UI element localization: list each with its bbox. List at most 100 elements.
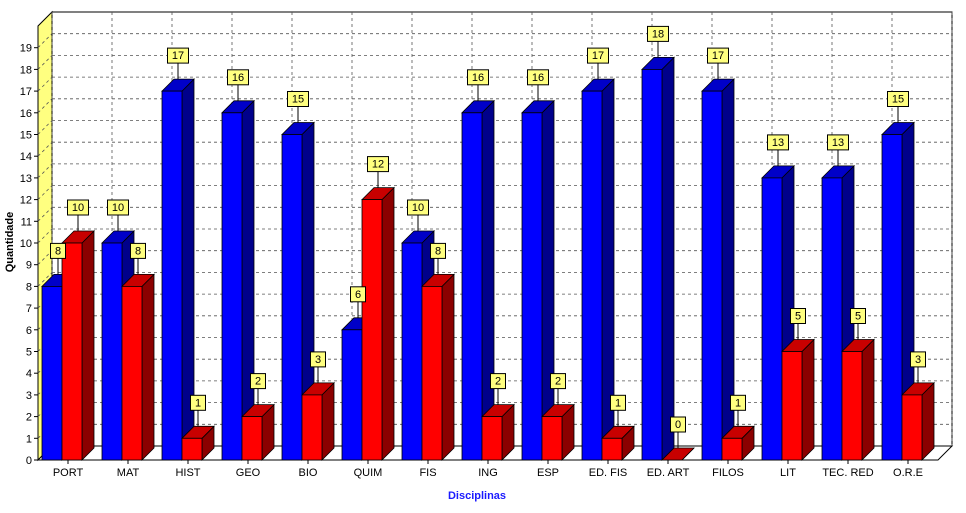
data-label: 6: [355, 289, 361, 301]
data-label: 10: [72, 202, 84, 214]
y-tick-label: 7: [26, 303, 32, 315]
bar-red: [121, 273, 155, 461]
data-label-box: [250, 373, 266, 390]
y-tick-label: 3: [26, 390, 32, 402]
x-category-label: FIS: [419, 467, 436, 479]
data-label-box: [310, 351, 326, 368]
bar-red: [181, 425, 215, 461]
data-label-box: [67, 199, 89, 216]
data-label: 8: [435, 245, 441, 257]
data-label-box: [670, 416, 686, 433]
data-label-box: [227, 69, 249, 86]
y-tick-label: 14: [20, 151, 32, 163]
data-label-box: [910, 351, 926, 368]
y-tick-label: 11: [21, 216, 32, 228]
data-label: 5: [795, 311, 801, 323]
bar-red: [241, 403, 275, 461]
data-label-box: [707, 47, 729, 64]
y-tick-label: 9: [26, 260, 32, 272]
x-category-label: TEC. RED: [822, 467, 873, 479]
x-category-label: GEO: [236, 467, 261, 479]
bar-red: [661, 447, 695, 461]
data-label: 0: [675, 419, 681, 431]
data-label-box: [50, 242, 66, 259]
data-labels: 8 10 10 8 17 1 16 2 15 3 6 12 10 8 16 2 16 2 17 1 18 0 17 1 13 5 1…: [50, 25, 926, 448]
data-label: 15: [292, 94, 304, 106]
data-label: 1: [615, 397, 621, 409]
y-tick-label: 4: [26, 368, 32, 380]
data-label-box: [587, 47, 609, 64]
data-label: 16: [472, 72, 484, 84]
bar-blue: [281, 121, 315, 461]
data-label: 10: [412, 202, 424, 214]
bar-red: [301, 381, 335, 461]
data-label-box: [430, 242, 446, 259]
x-category-label: HIST: [175, 467, 200, 479]
x-category-label: O.R.E: [893, 467, 923, 479]
y-axis-title: Quantidade: [4, 212, 16, 273]
bar-blue: [641, 56, 675, 461]
data-label: 1: [195, 397, 201, 409]
data-label: 17: [592, 50, 604, 62]
data-label-box: [190, 394, 206, 411]
x-category-label: FILOS: [712, 467, 744, 479]
data-label: 10: [112, 202, 124, 214]
data-label-box: [287, 91, 309, 107]
bar-red: [481, 403, 515, 461]
x-category-label: ING: [478, 467, 498, 479]
bar-blue: [701, 78, 735, 461]
bar-red: [601, 425, 635, 461]
bar-blue: [881, 121, 915, 461]
data-label-box: [350, 286, 366, 303]
bar-red: [361, 186, 395, 461]
data-label: 13: [832, 137, 844, 149]
bar-blue: [161, 78, 195, 461]
data-label-box: [850, 308, 866, 324]
x-category-label: ED. FIS: [589, 467, 628, 479]
data-label-box: [107, 199, 129, 216]
data-label-box: [730, 394, 746, 411]
data-label-box: [767, 134, 789, 151]
data-label: 8: [55, 245, 61, 257]
data-label: 12: [372, 159, 384, 171]
data-label-box: [827, 134, 849, 151]
bar-blue: [461, 99, 495, 461]
data-label-box: [407, 199, 429, 216]
x-category-label: ESP: [537, 467, 559, 479]
data-label: 3: [915, 354, 921, 366]
y-tick-label: 12: [20, 195, 32, 207]
data-label-box: [550, 373, 566, 390]
x-category-label: LIT: [780, 467, 796, 479]
data-label-box: [490, 373, 506, 390]
y-tick-label: 13: [20, 173, 32, 185]
data-label: 13: [772, 137, 784, 149]
bar-blue: [521, 99, 555, 461]
data-label-box: [367, 156, 389, 173]
data-label: 2: [255, 376, 261, 388]
data-label: 16: [532, 72, 544, 84]
x-category-label: ED. ART: [647, 467, 690, 479]
data-label-box: [887, 91, 909, 107]
data-label: 2: [555, 376, 561, 388]
data-label-box: [467, 69, 489, 86]
x-category-label: PORT: [53, 467, 84, 479]
data-label-box: [610, 394, 626, 411]
data-label: 5: [855, 311, 861, 323]
bar-blue: [581, 78, 615, 461]
data-label: 17: [172, 50, 184, 62]
bar-red: [841, 338, 875, 461]
bar-red: [421, 273, 455, 461]
data-label: 8: [135, 245, 141, 257]
bar-red: [781, 338, 815, 461]
data-label: 3: [315, 354, 321, 366]
x-category-label: MAT: [117, 467, 140, 479]
x-category-label: BIO: [299, 467, 318, 479]
bar-red: [721, 425, 755, 461]
bar-blue: [221, 99, 255, 461]
bar-red: [61, 230, 95, 461]
y-tick-label: 15: [20, 130, 32, 142]
bars: [41, 56, 935, 461]
x-axis-title: Disciplinas: [448, 490, 506, 502]
